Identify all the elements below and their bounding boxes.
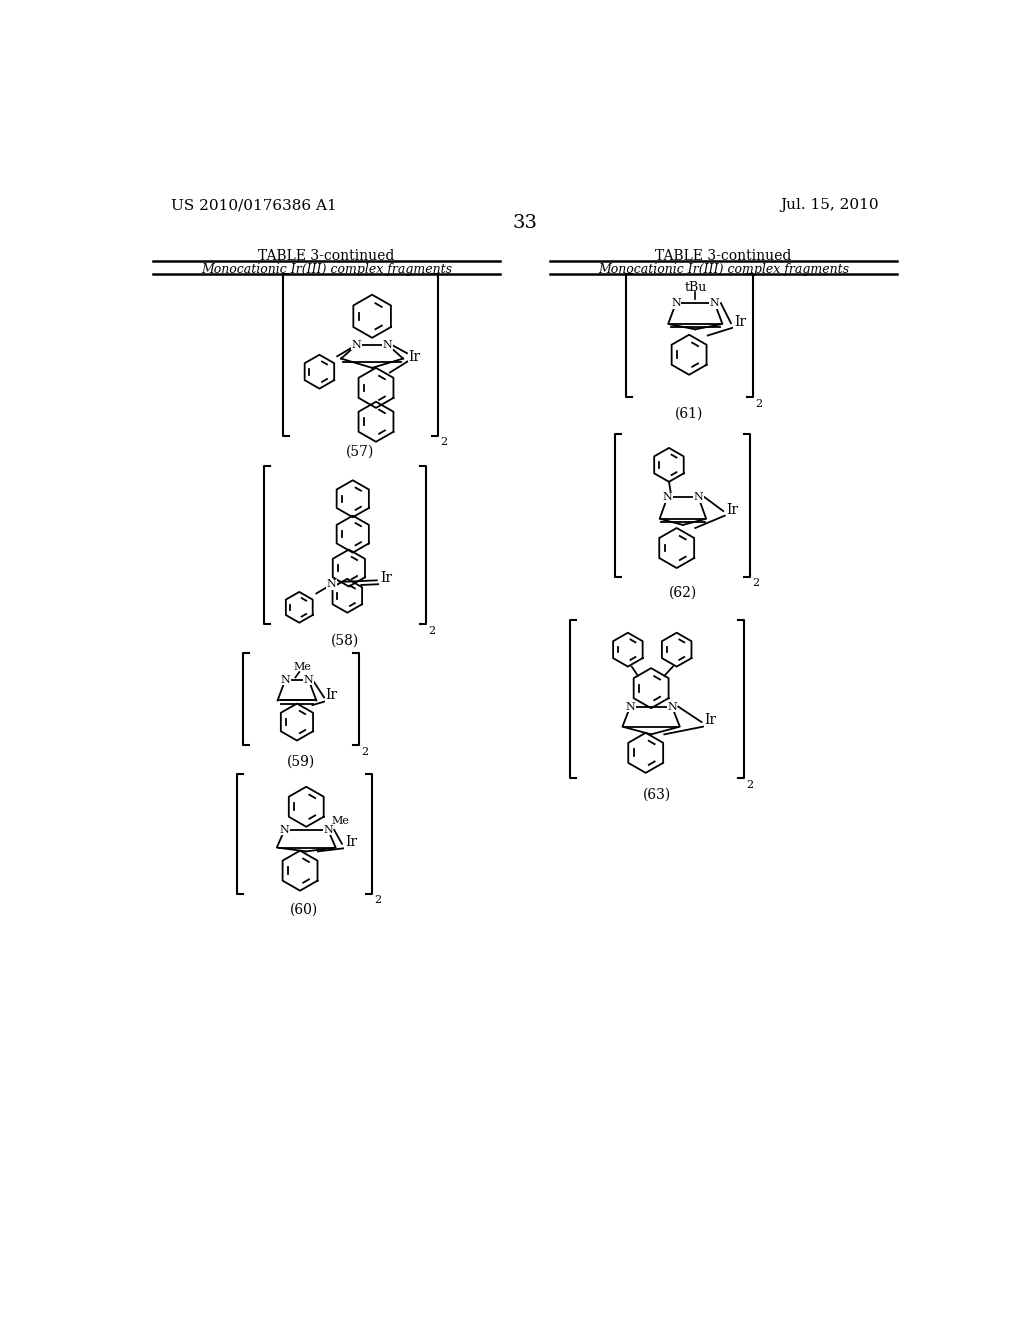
Text: N: N bbox=[327, 579, 337, 589]
Text: N: N bbox=[663, 492, 673, 502]
Text: Ir: Ir bbox=[734, 314, 746, 329]
Text: TABLE 3-continued: TABLE 3-continued bbox=[258, 249, 394, 263]
Text: Ir: Ir bbox=[380, 572, 392, 585]
Text: Ir: Ir bbox=[345, 836, 357, 849]
Text: 2: 2 bbox=[361, 747, 369, 756]
Text: 2: 2 bbox=[440, 437, 447, 447]
Text: (59): (59) bbox=[287, 755, 315, 768]
Text: 2: 2 bbox=[756, 399, 763, 409]
Text: (60): (60) bbox=[290, 903, 318, 917]
Text: Me: Me bbox=[332, 816, 350, 825]
Text: Ir: Ir bbox=[409, 350, 421, 364]
Text: 2: 2 bbox=[746, 780, 754, 789]
Text: N: N bbox=[383, 339, 392, 350]
Text: (63): (63) bbox=[643, 788, 671, 801]
Text: N: N bbox=[693, 492, 703, 502]
Text: 2: 2 bbox=[429, 626, 436, 636]
Text: N: N bbox=[671, 298, 681, 308]
Text: N: N bbox=[280, 825, 290, 834]
Text: Monocationic Ir(III) complex fragments: Monocationic Ir(III) complex fragments bbox=[201, 263, 452, 276]
Text: (62): (62) bbox=[669, 586, 696, 599]
Text: (57): (57) bbox=[346, 445, 375, 459]
Text: Ir: Ir bbox=[326, 688, 338, 702]
Text: Ir: Ir bbox=[705, 714, 717, 727]
Text: N: N bbox=[626, 702, 635, 711]
Text: 2: 2 bbox=[753, 578, 760, 587]
Text: Me: Me bbox=[293, 661, 311, 672]
Text: N: N bbox=[352, 339, 361, 350]
Text: Monocationic Ir(III) complex fragments: Monocationic Ir(III) complex fragments bbox=[598, 263, 849, 276]
Text: Ir: Ir bbox=[726, 503, 738, 516]
Text: 2: 2 bbox=[375, 895, 382, 906]
Text: Jul. 15, 2010: Jul. 15, 2010 bbox=[780, 198, 879, 213]
Text: (61): (61) bbox=[675, 407, 703, 420]
Text: TABLE 3-continued: TABLE 3-continued bbox=[655, 249, 792, 263]
Text: N: N bbox=[710, 298, 720, 308]
Text: N: N bbox=[668, 702, 677, 711]
Text: N: N bbox=[281, 675, 290, 685]
Text: tBu: tBu bbox=[684, 281, 707, 294]
Text: (58): (58) bbox=[331, 634, 359, 648]
Text: US 2010/0176386 A1: US 2010/0176386 A1 bbox=[171, 198, 336, 213]
Text: N: N bbox=[324, 825, 333, 834]
Text: N: N bbox=[304, 675, 313, 685]
Text: 33: 33 bbox=[512, 214, 538, 232]
